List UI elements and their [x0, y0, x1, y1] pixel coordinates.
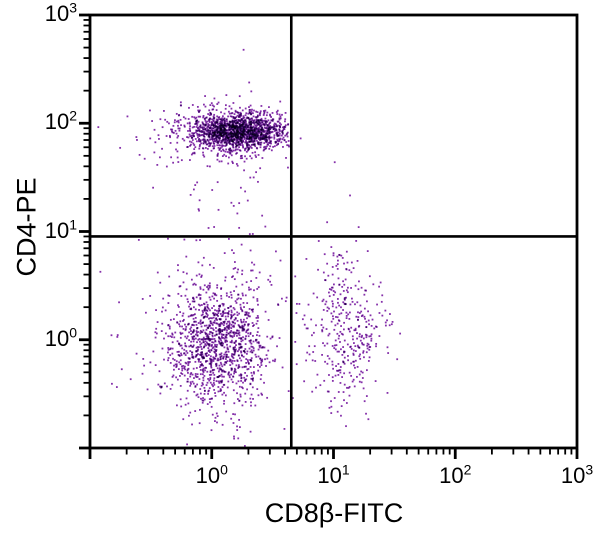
x-tick-label: 100 [195, 461, 228, 488]
y-axis-title: CD4-PE [11, 177, 42, 277]
x-tick-label: 101 [317, 461, 350, 488]
y-tick-label: 103 [44, 0, 77, 26]
x-axis-title: CD8β-FITC [264, 498, 404, 528]
x-tick-label: 103 [560, 461, 594, 488]
y-tick-label: 100 [44, 324, 77, 351]
y-tick-label: 102 [44, 107, 77, 135]
x-tick-label: 102 [439, 461, 472, 488]
y-tick-label: 101 [44, 216, 77, 243]
